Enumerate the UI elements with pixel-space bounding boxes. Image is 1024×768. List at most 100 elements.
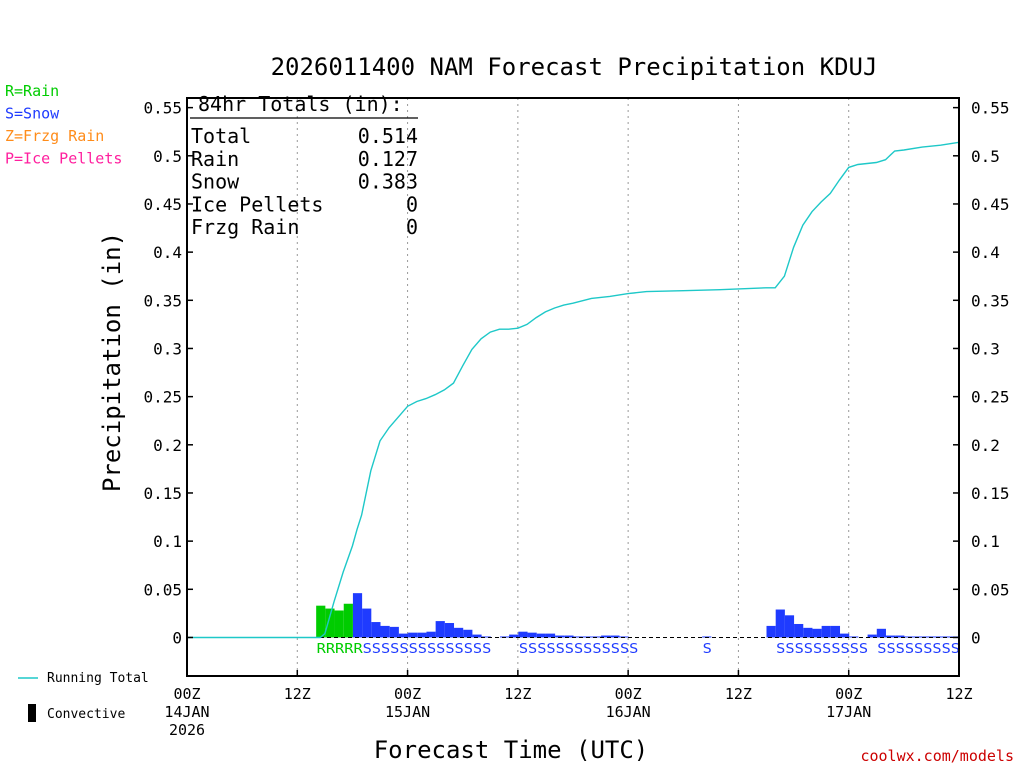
y-tick-label-right: 0.3: [971, 339, 1000, 358]
y-tick-label-left: 0.3: [153, 339, 182, 358]
totals-heading: 84hr Totals (in):: [198, 92, 403, 116]
grid-lines: [296, 98, 850, 676]
plot-frame: [186, 97, 960, 677]
y-tick-label-left: 0.55: [143, 99, 182, 118]
precip-legend-item: S=Snow: [5, 105, 60, 123]
y-tick-label-right: 0.45: [971, 195, 1010, 214]
precip-bar: [472, 634, 482, 638]
precip-bar: [840, 633, 850, 638]
precip-bar: [555, 635, 565, 638]
totals-row-value: 0: [406, 192, 418, 216]
x-tick-label: 00Z: [615, 685, 642, 703]
precip-bar: [334, 610, 344, 638]
x-tick-label: 00Z: [394, 685, 421, 703]
x-tick-label: 16JAN: [606, 703, 651, 721]
y-tick-label-right: 0.5: [971, 147, 1000, 166]
x-tick-label: 14JAN: [164, 703, 209, 721]
totals-row-label: Frzg Rain: [191, 215, 299, 239]
precip-bar: [444, 623, 455, 638]
precip-legend-item: R=Rain: [5, 82, 59, 100]
y-tick-label-right: 0.15: [971, 484, 1010, 503]
precip-type-code: SSSSSSSSSS: [776, 642, 868, 657]
precip-bar: [408, 632, 418, 638]
precip-type-code: SSSSSSSSS: [877, 642, 960, 657]
precip-bar: [766, 625, 776, 638]
precip-bar: [389, 626, 399, 638]
precip-bar: [564, 635, 574, 638]
precip-type-codes: RRRRR SSSSSSSSSSSSSS SSSSSSSSSSSSS S SSSSSSS…: [317, 642, 960, 657]
totals-row-value: 0.383: [358, 170, 418, 194]
precip-bar: [343, 603, 353, 638]
y-axis-left: 0 0.05 0.1 0.15 0.2 0.25 0.3 0.35 0.4 0.45 0.5 0.55: [143, 99, 193, 647]
precip-bar: [325, 608, 335, 638]
convective-legend-swatch: [28, 704, 36, 722]
chart-title: 2026011400 NAM Forecast Precipitation KD…: [271, 53, 878, 81]
totals-rows: Total 0.514 Rain 0.127 Snow 0.383 Ice Pellets 0…: [191, 124, 418, 239]
y-tick-label-right: 0.4: [971, 243, 1000, 262]
y-tick-label-right: 0.55: [971, 99, 1010, 118]
precip-bar: [601, 635, 611, 638]
x-tick-label: 12Z: [504, 685, 531, 703]
precip-bar: [573, 636, 583, 638]
precip-type-legend: R=Rain S=Snow Z=Frzg Rain P=Ice Pellets: [5, 82, 122, 168]
precip-bar: [481, 636, 491, 638]
precip-bar: [922, 636, 932, 638]
y-tick-label-left: 0.2: [153, 436, 182, 455]
y-tick-label-right: 0.05: [971, 580, 1010, 599]
totals-row-value: 0.127: [358, 147, 418, 171]
precip-bar: [821, 625, 831, 638]
precip-bar: [509, 634, 519, 638]
precip-bar: [876, 628, 886, 638]
y-tick-label-left: 0.45: [143, 195, 182, 214]
x-tick-label: 17JAN: [826, 703, 871, 721]
precip-bar: [463, 629, 473, 638]
totals-row-label: Snow: [191, 170, 240, 194]
precip-bar: [454, 627, 464, 638]
precip-bar: [885, 635, 896, 638]
precip-type-code: SSSSSSSSSSSSS: [519, 642, 639, 657]
totals-row-label: Rain: [191, 147, 239, 171]
x-tick-label: 00Z: [835, 685, 862, 703]
y-tick-label-left: 0.25: [143, 388, 182, 407]
y-tick-label-right: 0.35: [971, 291, 1010, 310]
totals-row-label: Total: [191, 124, 251, 148]
precip-bar: [398, 633, 409, 638]
y-tick-label-left: 0.4: [153, 243, 182, 262]
precip-bar: [362, 608, 372, 638]
site-credit-link[interactable]: coolwx.com/models: [860, 747, 1014, 765]
precip-bar: [895, 635, 905, 638]
precip-bar: [784, 615, 795, 638]
running-total-line: [187, 141, 960, 639]
precip-type-code: S: [703, 642, 712, 657]
precip-bar: [352, 593, 363, 638]
y-axis-right: 0 0.05 0.1 0.15 0.2 0.25 0.3 0.35 0.4 0.45 0.5 0.55: [953, 99, 1010, 647]
precip-bar: [316, 605, 326, 638]
totals-box: 84hr Totals (in): Total 0.514 Rain 0.127 Sno…: [190, 92, 418, 239]
precip-bar: [803, 627, 813, 638]
precip-legend-item: P=Ice Pellets: [5, 150, 122, 168]
precip-bar: [867, 634, 877, 638]
precip-type-code: RRRRR: [317, 642, 363, 657]
x-tick-label: 00Z: [173, 685, 200, 703]
precip-bar: [794, 623, 804, 638]
y-tick-label-right: 0: [971, 628, 981, 647]
precip-bars: [316, 593, 960, 638]
convective-legend-label: Convective: [47, 707, 125, 722]
precip-bar: [830, 625, 841, 638]
precip-bar: [812, 628, 822, 638]
running-total-legend-label: Running Total: [47, 671, 149, 686]
precip-bar: [426, 631, 436, 638]
precip-bar: [371, 622, 381, 638]
y-tick-label-right: 0.2: [971, 436, 1000, 455]
precip-bar: [775, 609, 785, 638]
totals-row-value: 0.514: [358, 124, 418, 148]
precip-legend-item: Z=Frzg Rain: [5, 127, 104, 145]
x-tick-label: 12Z: [284, 685, 311, 703]
x-axis-title: Forecast Time (UTC): [374, 736, 649, 764]
y-tick-label-left: 0.5: [153, 147, 182, 166]
x-tick-label: 12Z: [725, 685, 752, 703]
precip-bar: [610, 635, 620, 638]
